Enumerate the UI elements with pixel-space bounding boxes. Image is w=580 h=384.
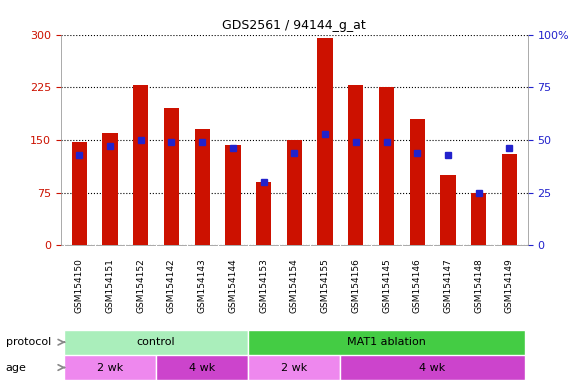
Text: control: control	[137, 337, 175, 347]
Bar	[440, 175, 456, 245]
Bar	[348, 85, 364, 245]
Bar	[248, 355, 340, 380]
Text: GSM154151: GSM154151	[106, 258, 114, 313]
Bar	[156, 355, 248, 380]
Text: GSM154153: GSM154153	[259, 258, 268, 313]
Bar	[471, 193, 487, 245]
Text: GSM154144: GSM154144	[229, 258, 237, 313]
Bar	[502, 154, 517, 245]
Text: 2 wk: 2 wk	[97, 362, 123, 372]
Text: GSM154143: GSM154143	[198, 258, 206, 313]
Text: 4 wk: 4 wk	[189, 362, 215, 372]
Text: GSM154154: GSM154154	[290, 258, 299, 313]
Text: protocol: protocol	[6, 337, 51, 347]
Text: MAT1 ablation: MAT1 ablation	[347, 337, 426, 347]
Bar	[379, 87, 394, 245]
Bar	[225, 145, 241, 245]
Text: age: age	[6, 362, 27, 372]
Bar	[317, 38, 333, 245]
Text: GSM154145: GSM154145	[382, 258, 391, 313]
Bar	[102, 133, 118, 245]
Title: GDS2561 / 94144_g_at: GDS2561 / 94144_g_at	[223, 19, 366, 32]
Bar	[164, 108, 179, 245]
Bar	[287, 140, 302, 245]
Text: GSM154147: GSM154147	[444, 258, 452, 313]
Bar	[133, 85, 148, 245]
Text: 2 wk: 2 wk	[281, 362, 307, 372]
Bar	[256, 182, 271, 245]
Bar	[248, 329, 525, 355]
Text: GSM154146: GSM154146	[413, 258, 422, 313]
Bar	[64, 329, 248, 355]
Bar	[194, 129, 210, 245]
Bar	[64, 355, 156, 380]
Text: GSM154155: GSM154155	[321, 258, 329, 313]
Bar	[340, 355, 525, 380]
Text: 4 wk: 4 wk	[419, 362, 445, 372]
Text: GSM154148: GSM154148	[474, 258, 483, 313]
Text: GSM154149: GSM154149	[505, 258, 514, 313]
Text: GSM154150: GSM154150	[75, 258, 84, 313]
Text: GSM154156: GSM154156	[351, 258, 360, 313]
Text: GSM154152: GSM154152	[136, 258, 145, 313]
Bar	[72, 142, 87, 245]
Text: GSM154142: GSM154142	[167, 258, 176, 313]
Bar	[409, 119, 425, 245]
